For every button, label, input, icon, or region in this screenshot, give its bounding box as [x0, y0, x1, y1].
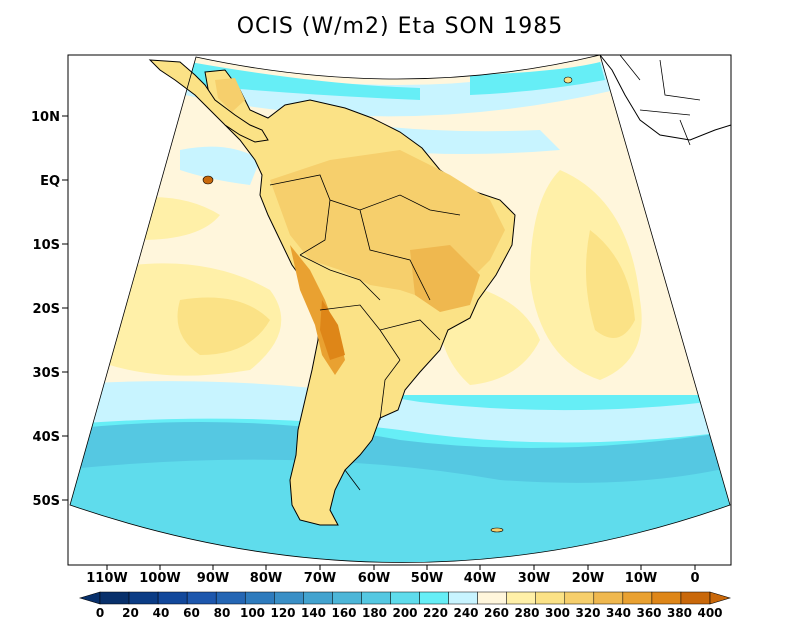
lon-label: 30W: [518, 571, 550, 586]
colorbar-tick-label: 20: [122, 606, 139, 618]
central-america: [148, 59, 269, 143]
colorbar-tick-label: 280: [514, 606, 539, 618]
colorbar-tick-label: 220: [423, 606, 448, 618]
colorbar-tick-label: 80: [214, 606, 231, 618]
lon-label: 70W: [304, 571, 336, 586]
colorbar-swatch: [157, 591, 188, 605]
lat-label: 10N: [31, 110, 60, 125]
domain-edge: [69, 54, 731, 563]
caribbean-island: [563, 76, 573, 84]
colorbar-swatch: [564, 591, 595, 605]
map-title: OCIS (W/m2) Eta SON 1985: [236, 14, 564, 39]
africa-coast: [599, 54, 732, 141]
colorbar-tick-label: 240: [453, 606, 478, 618]
colorbar-swatch: [186, 591, 217, 605]
colorbar-tick-label: 100: [240, 606, 265, 618]
lon-label: 80W: [250, 571, 282, 586]
colorbar-swatch: [128, 591, 159, 605]
lat-axis: 10N EQ 10S 20S 30S 40S 50S: [31, 110, 68, 509]
colorbar-swatch: [99, 591, 130, 605]
colorbar-swatch: [680, 591, 711, 605]
colorbar-swatch: [477, 591, 507, 605]
colorbar-tick-label: 140: [301, 606, 326, 618]
colorbar-swatch: [332, 591, 362, 605]
colorbar-swatch: [448, 591, 478, 605]
lon-label: 110W: [86, 571, 127, 586]
colorbar-tick-label: 300: [545, 606, 570, 618]
colorbar-tick-label: 260: [484, 606, 509, 618]
colorbar-arrow-left: [78, 591, 101, 605]
galapagos-islands: [202, 175, 214, 185]
colorbar-swatch: [390, 591, 420, 605]
colorbar-tick-label: 380: [667, 606, 692, 618]
lon-label: 20W: [572, 571, 604, 586]
lat-label: 10S: [33, 238, 60, 253]
lon-label: 60W: [358, 571, 390, 586]
lon-axis: 110W 100W 90W 80W 70W 60W 50W 40W 30W 20…: [86, 565, 700, 586]
lat-label: 20S: [33, 302, 60, 317]
lon-label: 50W: [411, 571, 443, 586]
colorbar: 0 20 40 60 80 100 120 140 160 180 200 220 240 260 280 3…: [78, 591, 732, 618]
colorbar-tick-label: 320: [575, 606, 600, 618]
lon-label: 90W: [197, 571, 229, 586]
lon-label: 40W: [464, 571, 496, 586]
colorbar-tick-label: 360: [636, 606, 661, 618]
colorbar-swatch: [535, 591, 566, 605]
colorbar-tick-label: 40: [153, 606, 170, 618]
colorbar-tick-label: 200: [392, 606, 417, 618]
colorbar-swatch: [303, 591, 333, 605]
colorbar-tick-label: 400: [697, 606, 722, 618]
lon-label: 100W: [139, 571, 180, 586]
colorbar-swatch: [215, 591, 246, 605]
country-borders: [269, 174, 461, 491]
lon-label: 0: [690, 571, 699, 586]
colorbar-tick-label: 340: [606, 606, 631, 618]
lat-label: 40S: [33, 430, 60, 445]
colorbar-swatch: [651, 591, 682, 605]
colorbar-swatch: [274, 591, 304, 605]
colorbar-swatch: [244, 591, 275, 605]
africa-borders: [619, 54, 701, 146]
lon-label: 10W: [625, 571, 657, 586]
colorbar-swatch: [622, 591, 653, 605]
colorbar-tick-label: 160: [331, 606, 356, 618]
colorbar-tick-label: 180: [362, 606, 387, 618]
lat-label: 30S: [33, 366, 60, 381]
colorbar-swatch: [419, 591, 449, 605]
colorbar-swatch: [361, 591, 391, 605]
colorbar-arrow-right: [709, 591, 732, 605]
colorbar-tick-label: 120: [270, 606, 295, 618]
colorbar-swatch: [506, 591, 536, 605]
colorbar-tick-label: 0: [96, 606, 104, 618]
lat-label: EQ: [40, 174, 60, 189]
south-georgia: [490, 527, 504, 533]
colorbar-tick-label: 60: [183, 606, 200, 618]
lat-label: 50S: [33, 494, 60, 509]
colorbar-swatch: [593, 591, 624, 605]
